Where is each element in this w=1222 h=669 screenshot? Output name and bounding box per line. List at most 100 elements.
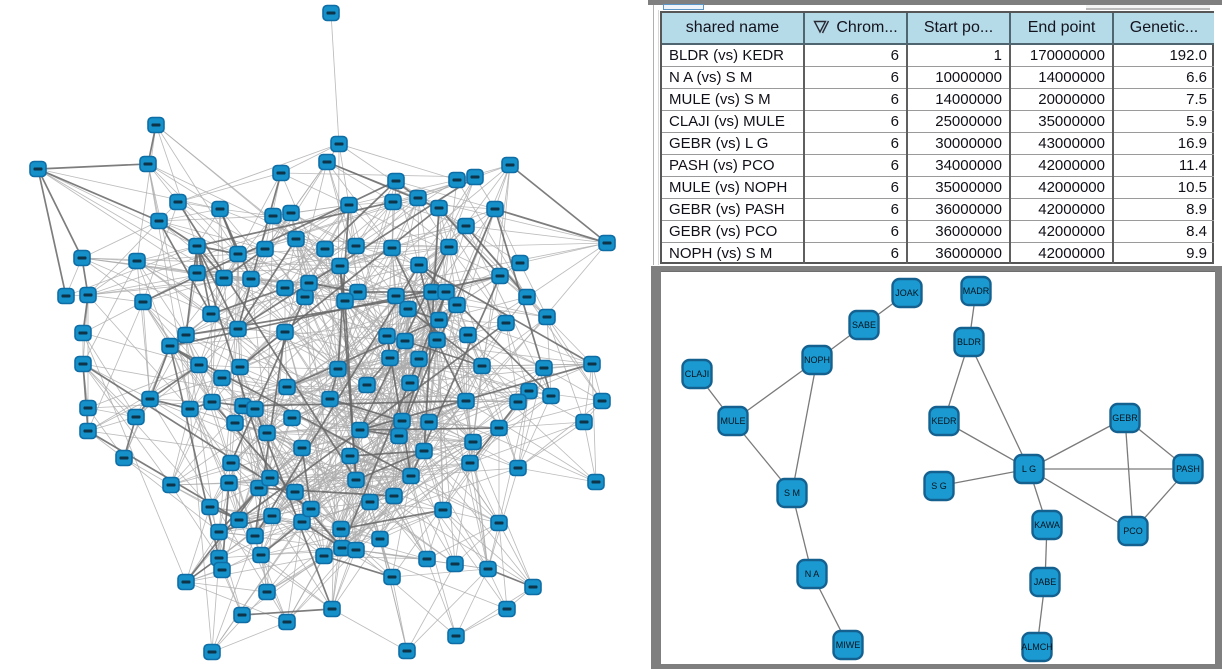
table-cell[interactable]: 42000000 xyxy=(1010,220,1114,243)
subnetwork-node-PASH[interactable] xyxy=(1172,453,1204,485)
subnetwork-node-S M[interactable] xyxy=(776,477,808,509)
subnetwork-node-KEDR[interactable] xyxy=(928,405,960,437)
table-cell[interactable]: 30000000 xyxy=(907,132,1011,155)
subnetwork-node-BLDR[interactable] xyxy=(953,326,985,358)
table-cell[interactable]: 36000000 xyxy=(907,220,1011,243)
table-row[interactable]: GEBR (vs) L G 6 30000000 43000000 16.9 xyxy=(662,132,1214,155)
subnetwork-node-NOPH[interactable] xyxy=(801,344,833,376)
table-cell[interactable]: 6 xyxy=(804,44,908,67)
table-cell[interactable]: GEBR (vs) PCO xyxy=(662,220,805,243)
horizontal-scrollbar[interactable] xyxy=(1086,5,1210,10)
table-row[interactable]: GEBR (vs) PCO 6 36000000 42000000 8.4 xyxy=(662,220,1214,243)
filter-icon[interactable] xyxy=(813,20,830,34)
table-row[interactable]: CLAJI (vs) MULE 6 25000000 35000000 5.9 xyxy=(662,110,1214,133)
table-cell[interactable]: 14000000 xyxy=(907,88,1011,111)
table-cell[interactable]: 20000000 xyxy=(1010,88,1114,111)
table-cell[interactable]: 25000000 xyxy=(907,110,1011,133)
table-cell[interactable]: 42000000 xyxy=(1010,176,1114,199)
subnetwork-node-JABE[interactable] xyxy=(1029,566,1061,598)
table-row[interactable]: GEBR (vs) PASH 6 36000000 42000000 8.9 xyxy=(662,198,1214,221)
subnetwork-node-SABE[interactable] xyxy=(848,309,880,341)
table-cell[interactable]: 16.9 xyxy=(1113,132,1214,155)
table-cell[interactable]: 6 xyxy=(804,176,908,199)
table-cell[interactable]: 6 xyxy=(804,242,908,264)
subnetwork-node-S G[interactable] xyxy=(923,470,955,502)
column-header-3[interactable]: End point xyxy=(1010,13,1114,45)
subnetwork-edge[interactable] xyxy=(968,341,1030,470)
table-cell[interactable]: 6 xyxy=(804,66,908,89)
table-row[interactable]: NOPH (vs) S M 6 36000000 42000000 9.9 xyxy=(662,242,1214,264)
table-cell[interactable]: 6 xyxy=(804,154,908,177)
network-edge xyxy=(465,225,528,298)
table-cell[interactable]: 10.5 xyxy=(1113,176,1214,199)
panel-splitter[interactable] xyxy=(653,5,654,265)
table-cell[interactable]: BLDR (vs) KEDR xyxy=(662,44,805,67)
table-cell[interactable]: 14000000 xyxy=(1010,66,1114,89)
table-cell[interactable]: 5.9 xyxy=(1113,110,1214,133)
subnetwork-node-L G[interactable] xyxy=(1013,453,1045,485)
subnetwork-node-MADR[interactable] xyxy=(960,275,992,307)
column-header-0[interactable]: shared name xyxy=(662,13,805,45)
table-cell[interactable]: 8.4 xyxy=(1113,220,1214,243)
table-cell[interactable]: 42000000 xyxy=(1010,154,1114,177)
subnetwork-canvas[interactable]: JOAK SABE NOPH CLAJI MULE S M N A MIWE MADR BLDR K… xyxy=(661,271,1215,664)
main-network-view[interactable] xyxy=(0,0,650,669)
table-cell[interactable]: 192.0 xyxy=(1113,44,1214,67)
subnetwork-node-KAWA[interactable] xyxy=(1031,509,1063,541)
subnetwork-node-JOAK[interactable] xyxy=(891,277,923,309)
table-cell[interactable]: 36000000 xyxy=(907,198,1011,221)
subnetwork-view[interactable]: JOAK SABE NOPH CLAJI MULE S M N A MIWE MADR BLDR K… xyxy=(661,271,1215,664)
subnetwork-node-N A[interactable] xyxy=(796,558,828,590)
table-cell[interactable]: 170000000 xyxy=(1010,44,1114,67)
subnetwork-node-PCO[interactable] xyxy=(1117,515,1149,547)
subnetwork-edge[interactable] xyxy=(1028,417,1126,470)
table-cell[interactable]: 6.6 xyxy=(1113,66,1214,89)
table-cell[interactable]: CLAJI (vs) MULE xyxy=(662,110,805,133)
table-cell[interactable]: 6 xyxy=(804,88,908,111)
subnetwork-node-ALMCH[interactable] xyxy=(1021,631,1053,663)
column-header-4[interactable]: Genetic... xyxy=(1113,13,1214,45)
subnetwork-edge[interactable] xyxy=(1028,468,1134,532)
table-cell[interactable]: 6 xyxy=(804,132,908,155)
subnetwork-node-MULE[interactable] xyxy=(717,405,749,437)
table-row[interactable]: MULE (vs) S M 6 14000000 20000000 7.5 xyxy=(662,88,1214,111)
column-header-1[interactable]: Chrom... xyxy=(804,13,908,45)
table-row[interactable]: N A (vs) S M 6 10000000 14000000 6.6 xyxy=(662,66,1214,89)
table-cell[interactable]: 1 xyxy=(907,44,1011,67)
subnetwork-edge[interactable] xyxy=(791,359,818,494)
table-row[interactable]: BLDR (vs) KEDR 6 1 170000000 192.0 xyxy=(662,44,1214,67)
table-panel-mini-tab[interactable] xyxy=(663,4,704,10)
table-cell[interactable]: 42000000 xyxy=(1010,242,1114,264)
table-cell[interactable]: N A (vs) S M xyxy=(662,66,805,89)
subnetwork-node-GEBR[interactable] xyxy=(1109,402,1141,434)
table-cell[interactable]: GEBR (vs) PASH xyxy=(662,198,805,221)
table-cell[interactable]: 35000000 xyxy=(907,176,1011,199)
subnetwork-node-MIWE[interactable] xyxy=(832,629,864,661)
table-row[interactable]: MULE (vs) NOPH 6 35000000 42000000 10.5 xyxy=(662,176,1214,199)
table-cell[interactable]: PASH (vs) PCO xyxy=(662,154,805,177)
table-cell[interactable]: MULE (vs) S M xyxy=(662,88,805,111)
table-cell[interactable]: 7.5 xyxy=(1113,88,1214,111)
table-cell[interactable]: 8.9 xyxy=(1113,198,1214,221)
column-header-2[interactable]: Start po... xyxy=(907,13,1011,45)
table-cell[interactable]: 6 xyxy=(804,220,908,243)
network-edge xyxy=(465,400,471,464)
table-cell[interactable]: GEBR (vs) L G xyxy=(662,132,805,155)
table-cell[interactable]: MULE (vs) NOPH xyxy=(662,176,805,199)
table-cell[interactable]: 35000000 xyxy=(1010,110,1114,133)
table-cell[interactable]: 10000000 xyxy=(907,66,1011,89)
table-row[interactable]: PASH (vs) PCO 6 34000000 42000000 11.4 xyxy=(662,154,1214,177)
main-network-canvas[interactable] xyxy=(0,0,650,669)
table-cell[interactable]: 36000000 xyxy=(907,242,1011,264)
subnetwork-node-CLAJI[interactable] xyxy=(681,358,713,390)
subnetwork-edge[interactable] xyxy=(1124,417,1134,532)
table-cell[interactable]: NOPH (vs) S M xyxy=(662,242,805,264)
table-cell[interactable]: 42000000 xyxy=(1010,198,1114,221)
table-cell[interactable]: 6 xyxy=(804,110,908,133)
table-cell[interactable]: 34000000 xyxy=(907,154,1011,177)
table-cell[interactable]: 9.9 xyxy=(1186,244,1207,262)
table-cell[interactable]: 43000000 xyxy=(1010,132,1114,155)
table-cell[interactable]: 6 xyxy=(804,198,908,221)
table-cell[interactable]: 11.4 xyxy=(1113,154,1214,177)
